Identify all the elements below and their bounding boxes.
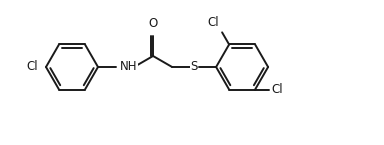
Text: O: O [149, 17, 158, 30]
Text: Cl: Cl [207, 16, 219, 29]
Text: NH: NH [120, 60, 137, 74]
Text: S: S [190, 60, 198, 74]
Text: Cl: Cl [26, 60, 38, 74]
Text: Cl: Cl [271, 83, 283, 96]
